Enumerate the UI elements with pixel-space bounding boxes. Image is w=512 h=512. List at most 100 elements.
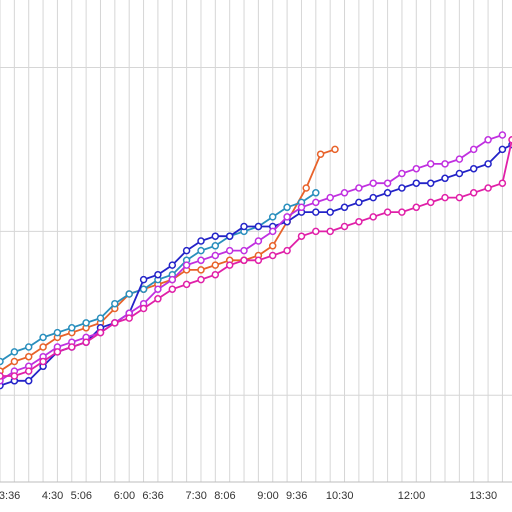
data-point: [441, 160, 449, 168]
x-tick-labels: 3:36 4:30 5:06 6:00 6:36 7:30 8:06 9:00 9:36 10:3…: [0, 490, 497, 502]
series-line: [0, 143, 512, 387]
data-point: [24, 367, 33, 375]
data-point: [455, 169, 464, 178]
x-tick-label: 6:00: [114, 490, 135, 502]
data-point: [139, 304, 148, 313]
data-point: [53, 348, 62, 356]
data-point: [197, 237, 205, 245]
data-point: [211, 251, 220, 260]
x-tick-label: 7:30: [185, 490, 206, 502]
data-point: [484, 160, 492, 168]
x-tick-label: 8:06: [214, 490, 235, 502]
data-point: [383, 208, 392, 216]
data-point: [225, 246, 234, 255]
data-point: [484, 184, 492, 192]
data-point: [369, 179, 377, 187]
series-3: [0, 140, 512, 390]
vertical-gridlines: [0, 0, 503, 482]
data-point: [508, 136, 512, 144]
data-point: [398, 208, 406, 216]
data-point: [302, 184, 310, 192]
data-point: [412, 203, 421, 212]
data-point: [412, 164, 421, 173]
data-point: [96, 328, 105, 337]
data-point: [455, 193, 464, 202]
data-point: [24, 377, 33, 385]
data-point: [211, 261, 220, 269]
data-point: [398, 184, 406, 192]
data-point: [426, 160, 435, 168]
data-point: [268, 227, 277, 236]
data-point: [331, 145, 339, 154]
data-point: [168, 275, 177, 284]
data-point: [268, 213, 277, 221]
data-point: [268, 242, 277, 250]
data-point: [168, 285, 177, 293]
data-point: [326, 193, 334, 202]
data-point: [82, 338, 90, 346]
data-point: [154, 295, 162, 303]
data-point: [369, 193, 377, 202]
data-point: [182, 280, 191, 289]
data-point: [211, 242, 220, 250]
x-tick-label: 6:36: [142, 490, 163, 502]
data-point: [426, 198, 435, 207]
data-point: [0, 357, 4, 366]
data-point: [441, 193, 449, 202]
data-point: [197, 266, 205, 274]
data-point: [268, 251, 277, 260]
data-point: [197, 246, 205, 255]
data-point: [383, 189, 392, 197]
data-point: [312, 198, 320, 207]
x-tick-label: 12:00: [398, 490, 426, 502]
data-point: [182, 246, 191, 255]
data-point: [39, 343, 47, 351]
series-line: [0, 148, 336, 372]
data-point: [340, 222, 349, 231]
data-point: [225, 232, 234, 240]
data-point: [398, 169, 406, 178]
x-tick-label: 10:30: [326, 490, 354, 502]
data-point: [125, 314, 133, 322]
data-point: [154, 270, 162, 279]
data-point: [197, 256, 205, 265]
data-point: [498, 145, 507, 154]
data-point: [0, 372, 4, 380]
data-point: [240, 246, 248, 255]
data-point: [469, 164, 478, 173]
data-point: [68, 324, 76, 332]
x-tick-label: 9:36: [286, 490, 307, 502]
data-point: [355, 217, 363, 226]
data-point: [412, 179, 421, 187]
data-point: [10, 357, 19, 366]
data-point: [24, 343, 33, 351]
data-point: [10, 372, 19, 380]
data-point: [39, 357, 47, 366]
data-point: [283, 246, 291, 255]
data-point: [312, 227, 320, 236]
data-point: [111, 319, 119, 327]
data-point: [68, 343, 76, 351]
data-point: [283, 213, 291, 221]
data-point: [182, 261, 191, 269]
data-point: [426, 179, 435, 187]
data-point: [312, 208, 320, 216]
data-point: [240, 256, 248, 265]
data-point: [484, 136, 492, 144]
data-point: [297, 232, 306, 240]
data-point: [211, 270, 220, 279]
data-point: [355, 184, 363, 192]
data-point: [254, 237, 263, 245]
x-tick-label: 3:36: [0, 490, 20, 502]
data-point: [240, 222, 248, 231]
data-point: [39, 333, 47, 342]
x-tick-label: 5:06: [71, 490, 92, 502]
series-layer: [0, 131, 512, 390]
data-point: [340, 203, 349, 212]
x-tick-label: 4:30: [42, 490, 63, 502]
data-point: [82, 319, 90, 327]
data-point: [139, 285, 148, 293]
x-tick-label: 9:00: [257, 490, 278, 502]
data-point: [10, 348, 19, 356]
